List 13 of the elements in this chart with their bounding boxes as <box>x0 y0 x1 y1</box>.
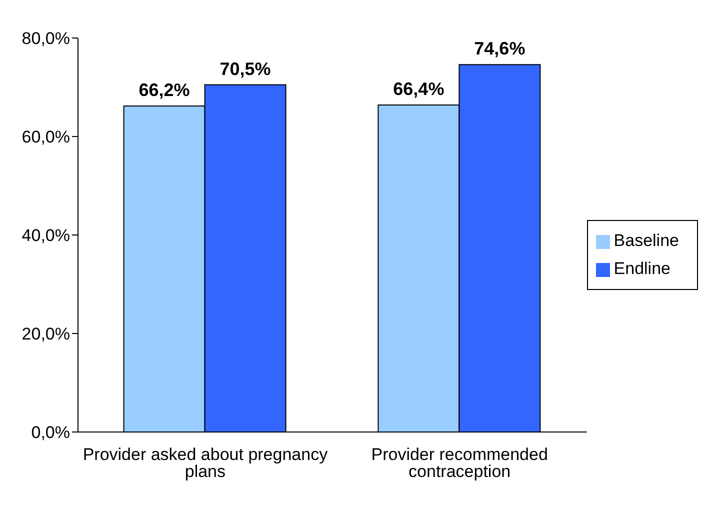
data-label: 70,5% <box>220 58 271 79</box>
y-tick-label: 20,0% <box>22 324 70 344</box>
legend-label: Endline <box>614 259 670 278</box>
y-tick-label: 60,0% <box>22 128 70 147</box>
x-tick-label: Provider asked about pregnancy plans <box>82 445 328 482</box>
y-tick-label: 40,0% <box>22 226 70 246</box>
x-tick-label: Provider recommended contraception <box>371 445 548 482</box>
y-tick-label: 80,0% <box>22 29 70 48</box>
data-label: 74,6% <box>474 38 526 59</box>
data-label: 66,2% <box>138 80 190 100</box>
data-label: 66,4% <box>393 78 444 99</box>
y-tick-label: 0,0% <box>31 423 70 442</box>
legend-label: Baseline <box>614 231 679 250</box>
